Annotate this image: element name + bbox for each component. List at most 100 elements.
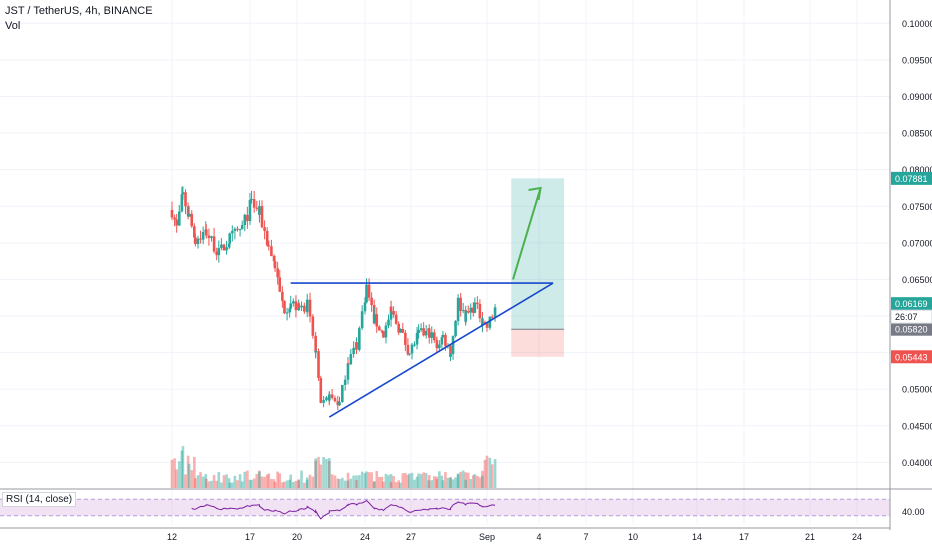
candle-body bbox=[212, 236, 216, 252]
candle-body bbox=[288, 308, 291, 313]
candle-body bbox=[413, 344, 416, 346]
time-tick-label: 17 bbox=[739, 532, 749, 542]
volume-bar bbox=[464, 472, 467, 488]
volume-bar bbox=[419, 474, 423, 488]
candle-body bbox=[456, 297, 460, 306]
volume-bar bbox=[278, 473, 282, 488]
volume-bar bbox=[398, 482, 402, 488]
volume-bar bbox=[372, 481, 376, 488]
volume-bar bbox=[375, 471, 379, 488]
volume-bar bbox=[238, 474, 242, 488]
candle-body bbox=[184, 192, 187, 207]
volume-bar bbox=[201, 476, 205, 488]
candle-body bbox=[314, 351, 317, 353]
price-tick-label: 0.08500 bbox=[902, 129, 932, 139]
candle-body bbox=[215, 251, 218, 256]
candle-body bbox=[228, 233, 232, 244]
volume-bar bbox=[363, 473, 367, 488]
price-tag-label: 0.05820 bbox=[895, 325, 928, 335]
volume-bar bbox=[243, 471, 247, 488]
volume-bar bbox=[346, 472, 350, 488]
candle-body bbox=[454, 321, 457, 337]
candle-body bbox=[349, 354, 353, 365]
volume-bar bbox=[427, 480, 430, 488]
candle-body bbox=[481, 322, 484, 326]
rsi-panel bbox=[0, 488, 932, 520]
candle-body bbox=[248, 199, 252, 222]
volume-bar bbox=[190, 470, 194, 488]
candle-body bbox=[427, 328, 431, 338]
candle-body bbox=[341, 384, 344, 403]
rsi-band bbox=[0, 499, 890, 516]
candle-body bbox=[417, 329, 420, 333]
price-tick-label: 0.09000 bbox=[902, 92, 932, 102]
candle-body bbox=[270, 246, 273, 257]
volume-bar bbox=[370, 472, 373, 488]
volume-bar bbox=[444, 472, 447, 488]
time-tick-label: 27 bbox=[406, 532, 416, 542]
candle-body bbox=[314, 335, 317, 353]
rsi-label[interactable]: RSI (14, close) bbox=[2, 492, 77, 507]
volume-bar bbox=[441, 480, 445, 488]
candle-body bbox=[294, 301, 298, 311]
volume-bar bbox=[187, 463, 191, 488]
candle-body bbox=[377, 326, 381, 331]
candle-body bbox=[440, 337, 444, 345]
candle-body bbox=[317, 351, 320, 378]
volume-bars bbox=[170, 446, 497, 488]
candle-body bbox=[466, 311, 470, 313]
volume-bar bbox=[255, 473, 259, 488]
candle-body bbox=[305, 299, 309, 312]
candle-body bbox=[401, 328, 405, 333]
candle-body bbox=[196, 238, 200, 245]
volume-bar bbox=[225, 474, 228, 488]
volume-bar bbox=[250, 479, 253, 488]
volume-bar bbox=[360, 471, 364, 488]
volume-bar bbox=[490, 464, 494, 488]
candle-body bbox=[170, 209, 174, 218]
candle-body bbox=[372, 314, 376, 324]
volume-bar bbox=[288, 479, 291, 488]
candle-body bbox=[175, 219, 178, 226]
volume-bar bbox=[300, 470, 303, 488]
target-arrow-shaft bbox=[512, 187, 542, 280]
candle-body bbox=[432, 332, 436, 341]
volume-bar bbox=[260, 476, 264, 488]
volume-bar bbox=[289, 474, 293, 488]
candle-body bbox=[471, 307, 475, 313]
candle-body bbox=[283, 300, 286, 314]
candle-body bbox=[397, 323, 401, 333]
volume-bar bbox=[392, 476, 395, 488]
candle-body bbox=[363, 302, 367, 312]
volume-bar bbox=[338, 478, 341, 488]
volume-bar bbox=[394, 481, 398, 488]
volume-bar bbox=[173, 458, 176, 488]
volume-bar bbox=[384, 473, 388, 488]
volume-bar bbox=[382, 481, 385, 488]
volume-bar bbox=[220, 482, 223, 488]
volume-bar bbox=[308, 474, 312, 488]
candle-body bbox=[199, 238, 202, 240]
candle-body bbox=[243, 214, 247, 226]
volume-bar bbox=[387, 475, 390, 488]
candle-body bbox=[250, 199, 253, 201]
volume-bar bbox=[481, 475, 484, 488]
candle-body bbox=[265, 230, 269, 246]
volume-bar bbox=[449, 477, 452, 488]
volume-bar bbox=[481, 470, 484, 488]
candle-body bbox=[311, 316, 315, 336]
volume-bar bbox=[389, 474, 393, 488]
time-tick-label: Sep bbox=[479, 532, 495, 542]
candle-body bbox=[187, 213, 191, 217]
candle-body bbox=[325, 397, 328, 401]
countdown-label: 26:07 bbox=[895, 312, 918, 322]
candle-body bbox=[303, 305, 306, 312]
volume-bar bbox=[380, 476, 384, 488]
volume-bar bbox=[233, 475, 237, 488]
volume-bar bbox=[473, 474, 477, 488]
candle-body bbox=[328, 394, 331, 401]
candle-body bbox=[435, 342, 439, 349]
volume-bar bbox=[184, 474, 187, 488]
